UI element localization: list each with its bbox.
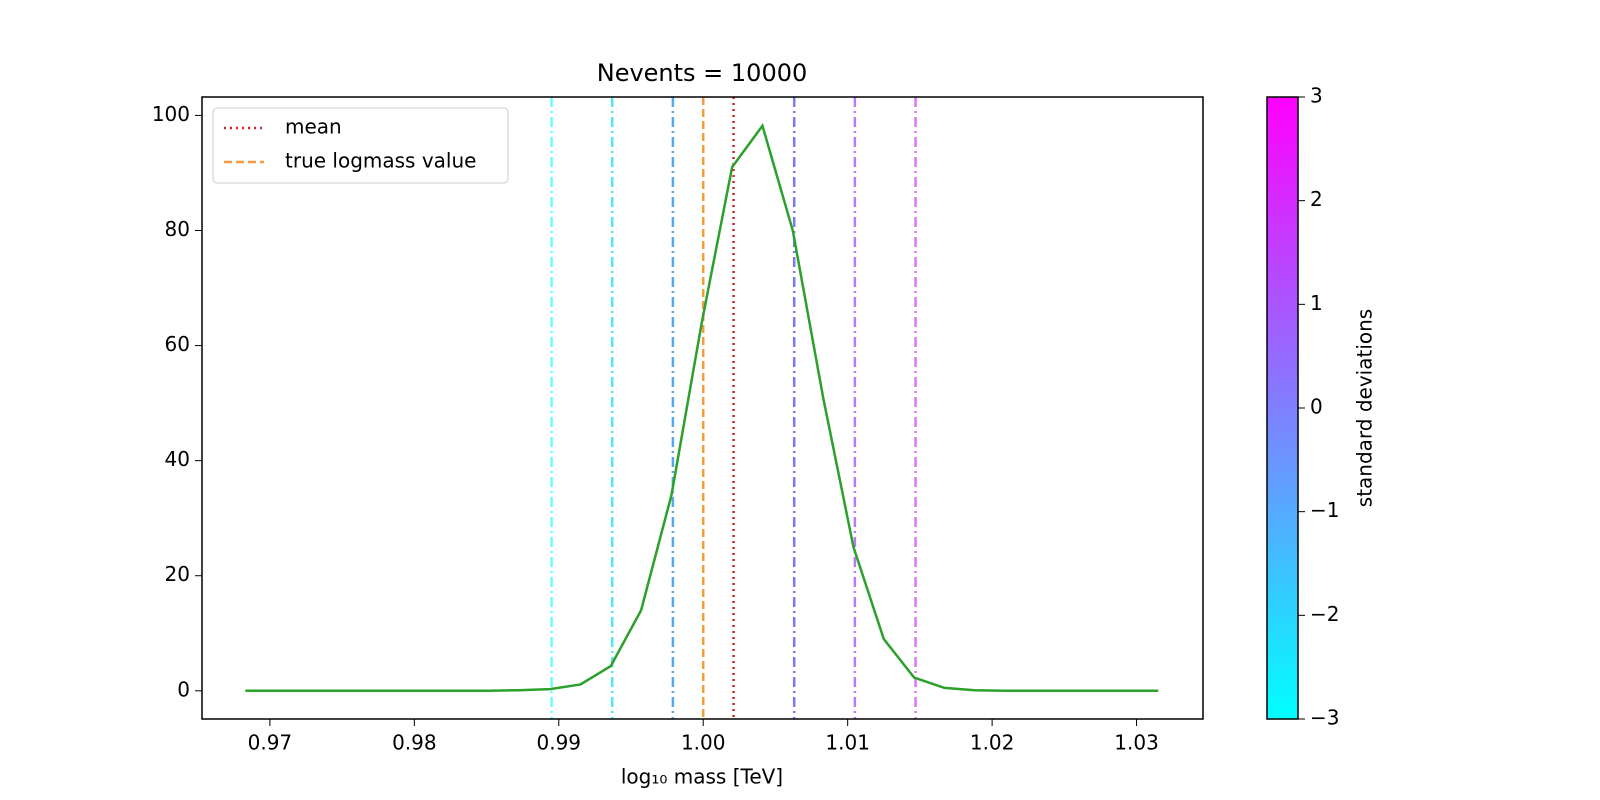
x-tick-label: 1.00 xyxy=(681,731,726,755)
legend: mean true logmass value xyxy=(212,107,509,184)
colorbar-label: standard deviations xyxy=(1353,309,1377,507)
legend-label: true logmass value xyxy=(285,149,476,173)
colorbar-tick-label: 2 xyxy=(1310,187,1323,211)
colorbar-tick-label: −1 xyxy=(1310,498,1339,522)
y-tick-label: 20 xyxy=(165,562,190,586)
colorbar-tick-label: 1 xyxy=(1310,291,1323,315)
data-line xyxy=(245,122,1159,693)
colorbar-tick-label: 3 xyxy=(1310,84,1323,108)
y-tick-label: 60 xyxy=(165,332,190,356)
colorbar-tick-label: −2 xyxy=(1310,602,1339,626)
y-tick-label: 40 xyxy=(165,447,190,471)
x-tick-label: 0.99 xyxy=(537,731,582,755)
x-tick-label: 1.03 xyxy=(1114,731,1159,755)
chart-title: Nevents = 10000 xyxy=(597,59,808,87)
y-tick-label: 100 xyxy=(152,102,190,126)
x-tick-label: 1.02 xyxy=(970,731,1015,755)
colorbar xyxy=(1266,96,1299,720)
x-tick-label: 0.98 xyxy=(392,731,437,755)
colorbar-tick-label: 0 xyxy=(1310,395,1323,419)
colorbar-tick-label: −3 xyxy=(1310,706,1339,730)
y-tick-label: 0 xyxy=(177,677,190,701)
x-tick-label: 0.97 xyxy=(248,731,293,755)
x-axis-label: log₁₀ mass [TeV] xyxy=(621,765,783,789)
plot-frame xyxy=(201,96,1204,720)
x-tick-label: 1.01 xyxy=(825,731,870,755)
legend-box xyxy=(212,107,509,184)
legend-label: mean xyxy=(285,115,342,139)
y-tick-label: 80 xyxy=(165,217,190,241)
